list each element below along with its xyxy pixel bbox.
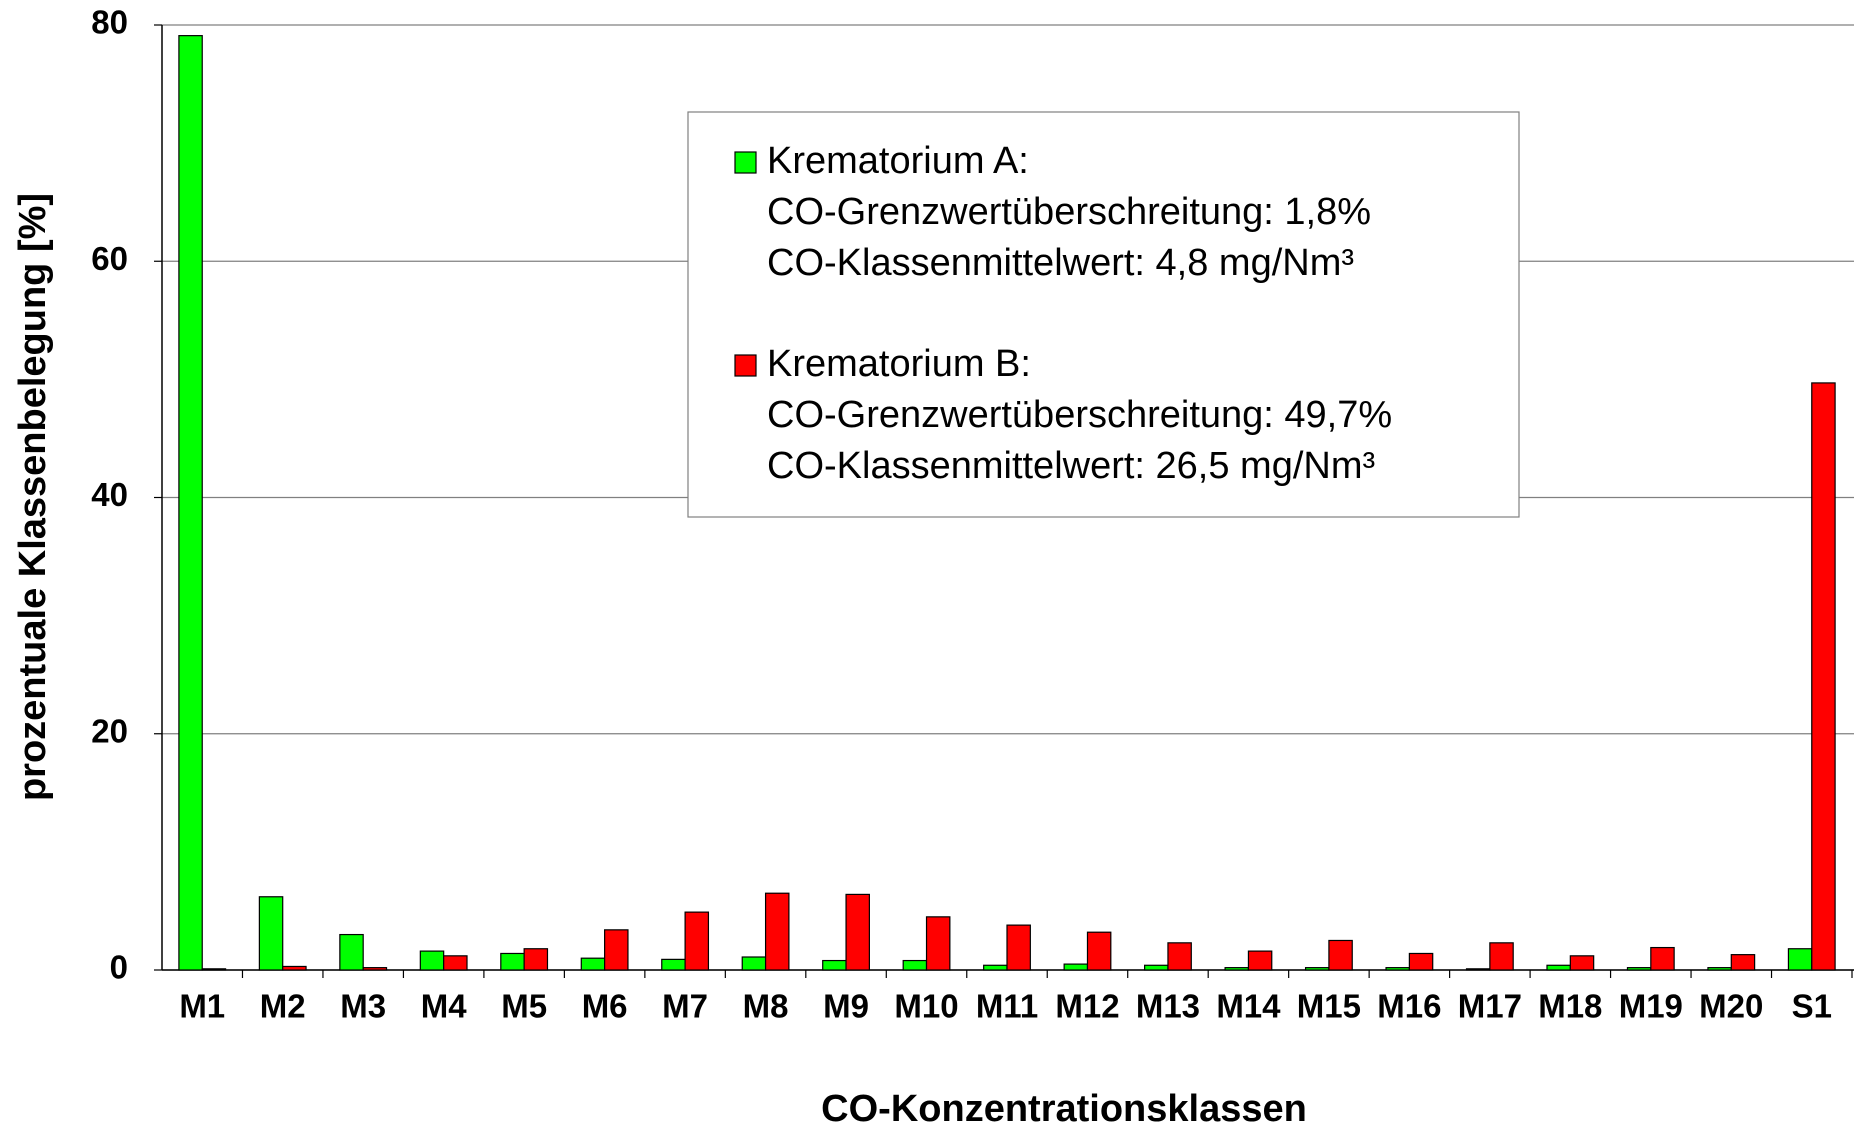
bar bbox=[1247, 950, 1273, 971]
x-tick-label: M11 bbox=[976, 988, 1038, 1025]
bar bbox=[1730, 954, 1756, 971]
bar bbox=[1304, 967, 1330, 971]
bar bbox=[1650, 946, 1675, 971]
x-tick-label: S1 bbox=[1792, 988, 1832, 1025]
bar bbox=[1086, 931, 1112, 971]
y-tick-label: 0 bbox=[110, 949, 128, 986]
x-tick-label: M20 bbox=[1699, 988, 1763, 1025]
bar bbox=[178, 35, 203, 971]
bar bbox=[1006, 924, 1031, 971]
x-axis-title: CO-Konzentrationsklassen bbox=[821, 1088, 1307, 1128]
bar bbox=[902, 959, 928, 971]
bar bbox=[1811, 382, 1836, 971]
bar bbox=[339, 933, 364, 971]
x-tick-label: M17 bbox=[1458, 988, 1522, 1025]
x-tick-label: M3 bbox=[340, 988, 386, 1025]
x-tick-label: M12 bbox=[1055, 988, 1119, 1025]
bar bbox=[258, 896, 284, 971]
x-tick-label: M1 bbox=[179, 988, 225, 1025]
bar bbox=[500, 952, 525, 971]
legend-label: Krematorium B: bbox=[767, 343, 1031, 385]
bar bbox=[741, 956, 767, 971]
y-tick-label: 40 bbox=[91, 476, 128, 513]
bar bbox=[1707, 967, 1732, 971]
bar bbox=[604, 929, 629, 971]
x-tick-label: M7 bbox=[662, 988, 708, 1025]
y-tick-label: 80 bbox=[91, 4, 128, 41]
bar bbox=[1546, 964, 1571, 971]
y-axis-title: prozentuale Klassenbelegung [%] bbox=[12, 193, 54, 801]
bar bbox=[845, 893, 870, 971]
legend-box bbox=[687, 111, 1520, 518]
legend-note: CO-Grenzwertüberschreitung: 49,7% bbox=[767, 394, 1392, 436]
bar bbox=[1167, 942, 1192, 971]
legend-note: CO-Grenzwertüberschreitung: 1,8% bbox=[767, 191, 1371, 233]
bar bbox=[419, 950, 445, 971]
bar bbox=[822, 959, 847, 971]
bar bbox=[443, 955, 468, 971]
y-tick-label: 60 bbox=[91, 240, 128, 277]
bar bbox=[1489, 942, 1514, 971]
bar bbox=[1408, 952, 1434, 971]
bar bbox=[661, 958, 686, 971]
bar bbox=[684, 911, 710, 971]
bar bbox=[362, 967, 388, 971]
x-tick-label: M18 bbox=[1538, 988, 1602, 1025]
legend-note: CO-Klassenmittelwert: 4,8 mg/Nm³ bbox=[767, 242, 1354, 284]
legend-swatch bbox=[734, 151, 757, 174]
bar bbox=[1569, 955, 1595, 971]
bar bbox=[1787, 948, 1813, 971]
bar bbox=[201, 968, 227, 971]
x-tick-label: M10 bbox=[894, 988, 958, 1025]
x-tick-label: M8 bbox=[743, 988, 789, 1025]
x-tick-label: M2 bbox=[260, 988, 306, 1025]
x-tick-label: M14 bbox=[1216, 988, 1281, 1025]
x-tick-label: M13 bbox=[1136, 988, 1200, 1025]
bar bbox=[1144, 964, 1169, 971]
x-tick-label: M5 bbox=[501, 988, 547, 1025]
bar bbox=[1063, 963, 1089, 971]
x-tick-label: M16 bbox=[1377, 988, 1441, 1025]
bar bbox=[1385, 967, 1410, 971]
bar bbox=[1626, 967, 1652, 971]
bar bbox=[580, 957, 606, 971]
bar bbox=[1224, 967, 1250, 971]
bar bbox=[764, 892, 790, 971]
legend-swatch bbox=[734, 354, 757, 377]
bar bbox=[1328, 939, 1353, 971]
x-tick-label: M19 bbox=[1619, 988, 1683, 1025]
x-tick-label: M9 bbox=[823, 988, 869, 1025]
x-tick-label: M15 bbox=[1297, 988, 1361, 1025]
bar bbox=[983, 964, 1008, 971]
x-tick-label: M6 bbox=[582, 988, 628, 1025]
y-tick-label: 20 bbox=[91, 712, 128, 749]
x-tick-label: M4 bbox=[421, 988, 467, 1025]
bar bbox=[523, 948, 549, 971]
bar bbox=[282, 965, 307, 971]
bar bbox=[925, 916, 951, 971]
legend-label: Krematorium A: bbox=[767, 140, 1029, 182]
bar bbox=[1465, 968, 1491, 971]
legend-note: CO-Klassenmittelwert: 26,5 mg/Nm³ bbox=[767, 445, 1375, 487]
